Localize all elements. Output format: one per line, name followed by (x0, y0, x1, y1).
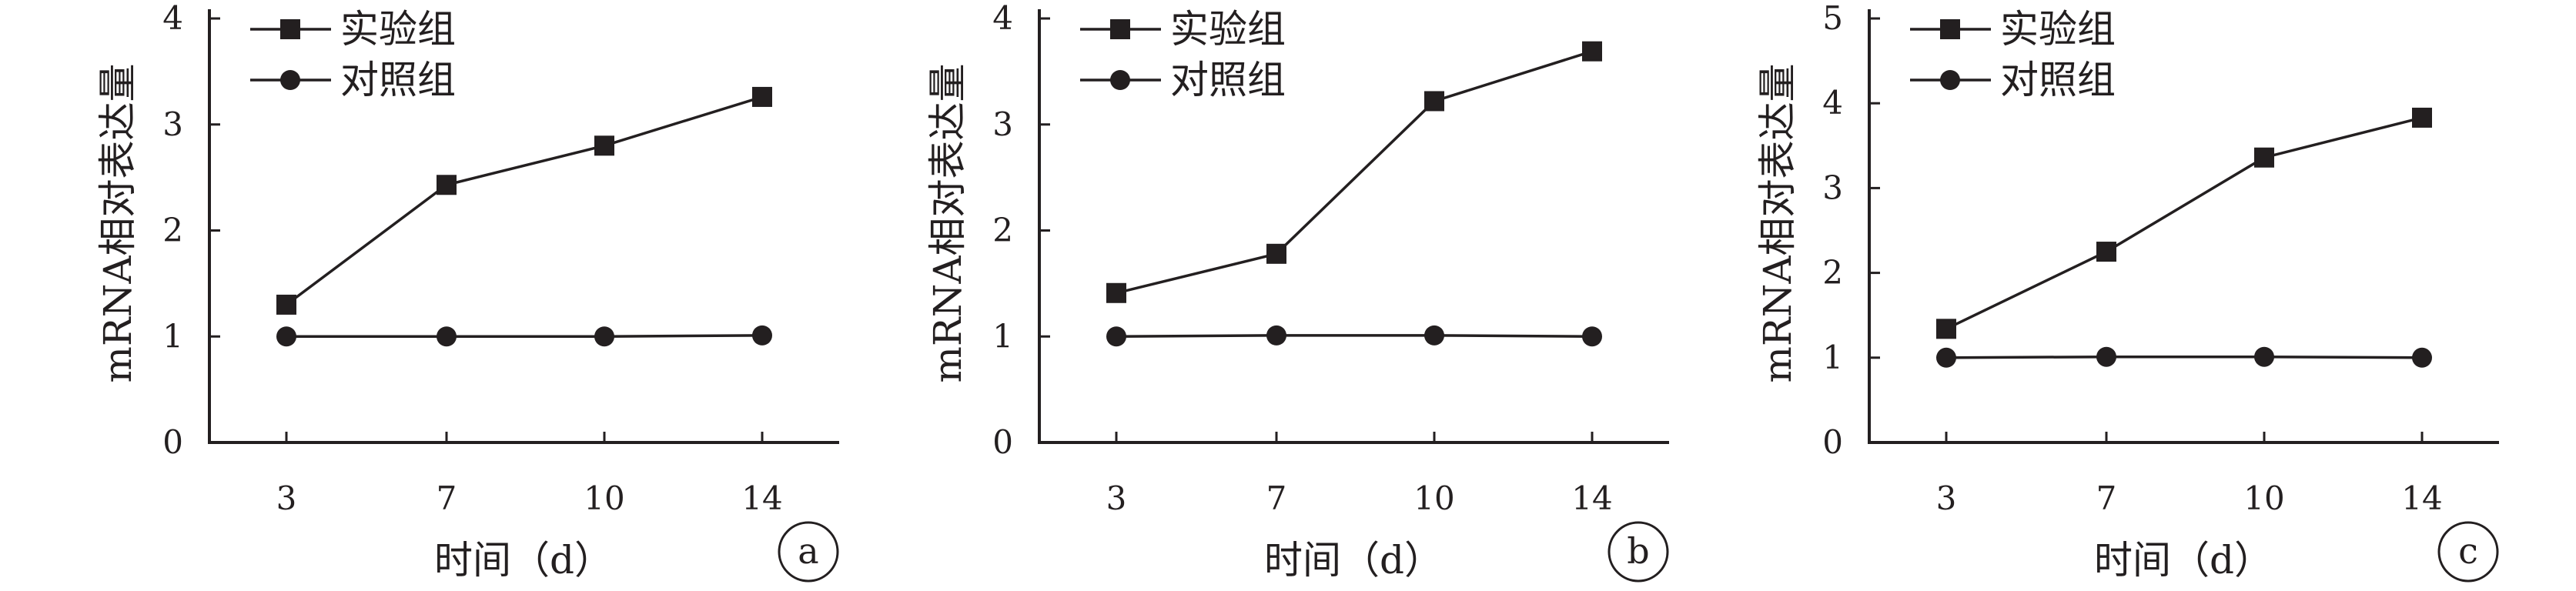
x-tick-label: 7 (1266, 479, 1287, 517)
x-tick-label: 14 (1571, 479, 1612, 517)
data-point-square (752, 86, 772, 107)
panel-label-circle (1607, 521, 1669, 583)
y-axis-label: mRNA相对表达量 (95, 64, 140, 383)
panel-label: b (1627, 530, 1649, 572)
legend-circle-icon (1110, 70, 1130, 90)
data-point-circle (752, 325, 772, 346)
x-axis-label: 时间（d） (1264, 538, 1443, 583)
data-point-circle (594, 326, 614, 347)
x-tick-label: 7 (2096, 479, 2117, 517)
y-tick-label: 0 (992, 423, 1013, 461)
series-line-control (1945, 355, 2423, 359)
data-point-square (2096, 242, 2116, 262)
data-point-square (437, 175, 457, 195)
data-point-circle (1582, 326, 1602, 347)
panel-label-circle (2437, 521, 2499, 583)
series-line-experimental (285, 95, 763, 306)
y-tick-label: 0 (162, 423, 183, 461)
panel-label-circle (778, 521, 839, 583)
x-tick-label: 3 (276, 479, 297, 517)
y-tick-label: 2 (992, 212, 1013, 249)
legend-label: 实验组 (340, 7, 456, 52)
y-tick-label: 4 (162, 0, 183, 37)
legend-label: 对照组 (1170, 58, 1286, 102)
x-tick-label: 10 (584, 479, 624, 517)
x-tick-label: 3 (1106, 479, 1127, 517)
data-point-circle (2096, 346, 2116, 367)
legend-label: 对照组 (340, 58, 456, 102)
x-tick-label: 10 (1413, 479, 1454, 517)
legend-square-icon (280, 19, 300, 39)
data-point-square (276, 294, 296, 315)
series-line-experimental (1945, 116, 2423, 330)
y-tick-label: 3 (162, 105, 183, 143)
data-point-square (2254, 147, 2274, 168)
x-tick-label: 7 (437, 479, 457, 517)
legend-label: 对照组 (2000, 58, 2116, 102)
data-point-square (594, 135, 614, 156)
data-point-circle (1936, 347, 1956, 368)
legend-square-icon (1110, 19, 1130, 39)
data-point-circle (1266, 325, 1286, 346)
y-tick-label: 4 (992, 0, 1013, 37)
data-point-square (1936, 319, 1956, 339)
legend-circle-icon (280, 70, 300, 90)
data-point-circle (437, 326, 457, 347)
data-point-circle (2412, 347, 2432, 368)
x-tick-label: 3 (1936, 479, 1957, 517)
legend-label: 实验组 (2000, 7, 2116, 52)
x-axis-label: 时间（d） (2094, 538, 2273, 583)
y-tick-label: 3 (992, 105, 1013, 143)
y-tick-label: 1 (162, 317, 183, 355)
data-point-circle (1106, 326, 1126, 347)
data-point-square (1266, 243, 1286, 264)
y-axis-label: mRNA相对表达量 (1755, 64, 1800, 383)
data-point-square (1424, 91, 1444, 112)
data-point-square (2412, 107, 2432, 128)
y-tick-label: 4 (1822, 84, 1843, 122)
y-tick-label: 1 (992, 317, 1013, 355)
x-tick-label: 10 (2243, 479, 2284, 517)
y-tick-label: 2 (1822, 254, 1843, 292)
data-point-square (1582, 41, 1602, 62)
y-tick-label: 5 (1822, 0, 1843, 37)
series-line-experimental (1116, 50, 1593, 295)
legend-label: 实验组 (1170, 7, 1286, 52)
x-axis-label: 时间（d） (434, 538, 613, 583)
y-tick-label: 3 (1822, 169, 1843, 206)
y-axis-label: mRNA相对表达量 (925, 64, 970, 383)
panel-label: a (798, 530, 818, 572)
y-tick-label: 1 (1822, 339, 1843, 376)
y-tick-label: 2 (162, 212, 183, 249)
y-tick-label: 0 (1822, 423, 1843, 461)
x-tick-label: 14 (741, 479, 782, 517)
data-point-circle (1424, 325, 1444, 346)
data-point-square (1106, 282, 1126, 303)
x-tick-label: 14 (2401, 479, 2442, 517)
data-point-circle (2254, 346, 2274, 367)
legend-circle-icon (1940, 70, 1960, 90)
panel-label: c (2458, 530, 2478, 572)
legend-square-icon (1940, 19, 1960, 39)
data-point-circle (276, 326, 296, 347)
